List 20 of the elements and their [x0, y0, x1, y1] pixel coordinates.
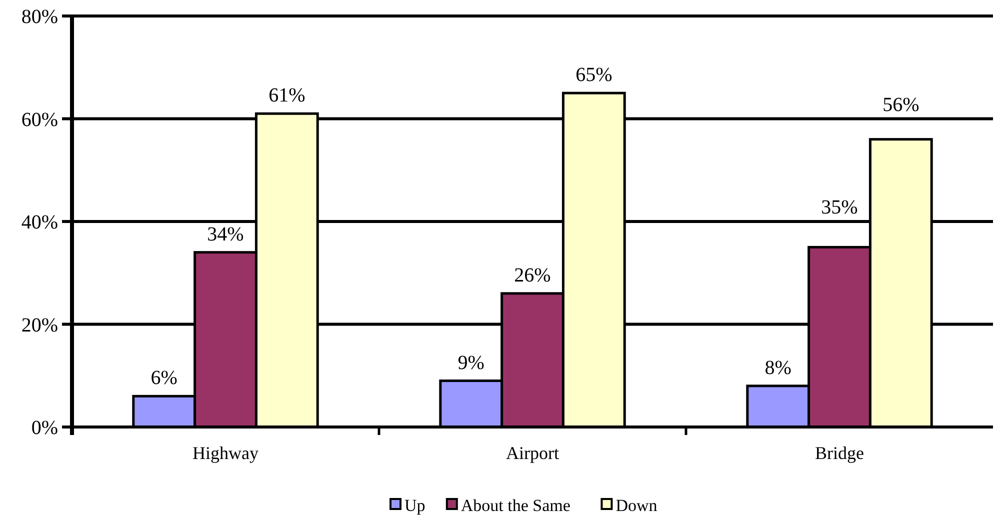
y-tick-label: 60% [21, 108, 58, 131]
data-label: 56% [882, 94, 920, 116]
legend-label: Down [616, 496, 658, 515]
y-tick-label: 40% [21, 212, 58, 234]
x-tick-label: Bridge [815, 443, 864, 463]
legend-label: Up [404, 496, 426, 515]
data-label: 65% [576, 64, 612, 86]
data-label: 6% [150, 367, 178, 390]
y-tick-label: 0% [31, 417, 58, 439]
data-label: 26% [514, 264, 551, 286]
legend-label: About the Same [460, 496, 570, 515]
data-label: 8% [764, 356, 792, 379]
data-label: 34% [207, 223, 244, 246]
data-label: 9% [458, 352, 484, 374]
y-tick-label: 20% [21, 314, 58, 336]
x-tick-label: Highway [192, 443, 258, 463]
data-label: 61% [268, 84, 306, 107]
x-tick-label: Airport [506, 443, 559, 463]
y-tick-label: 80% [21, 6, 58, 28]
data-label: 35% [821, 196, 858, 218]
